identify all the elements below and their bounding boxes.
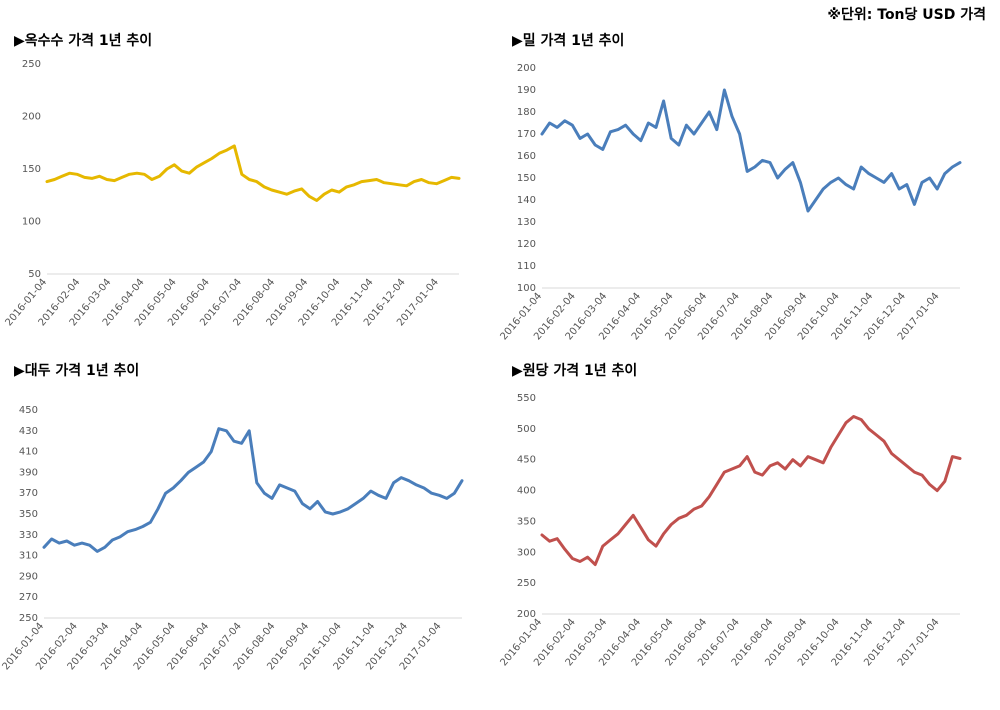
y-tick-label: 160	[517, 151, 536, 162]
y-tick-label: 250	[517, 578, 536, 589]
y-tick-label: 200	[22, 112, 41, 123]
y-tick-label: 450	[19, 405, 38, 416]
chart-title: ▶옥수수 가격 1년 추이	[14, 33, 153, 49]
series-line	[540, 88, 962, 213]
y-tick-label: 100	[22, 217, 41, 228]
y-tick-label: 430	[19, 426, 38, 437]
y-tick-label: 270	[19, 592, 38, 603]
chart-title: ▶원당 가격 1년 추이	[512, 363, 638, 379]
chart-title: ▶대두 가격 1년 추이	[14, 363, 140, 379]
sugar-chart: ▶원당 가격 1년 추이 200 250 300 350 400 450 500 550 201…	[499, 360, 982, 680]
y-tick-label: 410	[19, 447, 38, 458]
y-tick-label: 250	[22, 59, 41, 70]
y-tick-label: 190	[517, 85, 536, 96]
y-tick-label: 140	[517, 195, 536, 206]
y-tick-label: 390	[19, 467, 38, 478]
y-tick-label: 290	[19, 571, 38, 582]
corn-plot: 501001502002502016-01-042016-02-042016-0…	[4, 59, 461, 328]
y-tick-label: 400	[517, 486, 536, 497]
sugar-plot: 2002503003504004505005502016-01-042016-0…	[499, 393, 962, 668]
series-line	[540, 415, 962, 567]
y-tick-label: 450	[517, 455, 536, 466]
unit-note: ※단위: Ton당 USD 가격	[827, 7, 986, 23]
y-tick-label: 350	[517, 516, 536, 527]
y-tick-label: 500	[517, 424, 536, 435]
y-tick-label: 330	[19, 530, 38, 541]
y-tick-label: 250	[19, 613, 38, 624]
y-tick-label: 550	[517, 393, 536, 404]
corn-chart: ▶옥수수 가격 1년 추이 50 100 150 200 250 2016-01-04 20…	[4, 30, 484, 350]
y-tick-label: 150	[517, 173, 536, 184]
y-tick-label: 200	[517, 63, 536, 74]
y-tick-label: 130	[517, 217, 536, 228]
y-tick-label: 180	[517, 107, 536, 118]
y-tick-label: 200	[517, 609, 536, 620]
series-line	[45, 144, 461, 202]
soybean-plot: 2502702903103303503703904104304502016-01…	[1, 405, 464, 672]
series-line	[42, 427, 464, 553]
y-tick-label: 170	[517, 129, 536, 140]
y-tick-label: 50	[28, 269, 41, 280]
soybean-chart: ▶대두 가격 1년 추이 250 270 290 310 330 350 370 390 410…	[1, 360, 484, 680]
y-tick-label: 150	[22, 164, 41, 175]
y-tick-label: 370	[19, 488, 38, 499]
y-tick-label: 300	[517, 547, 536, 558]
y-tick-label: 350	[19, 509, 38, 520]
y-tick-label: 310	[19, 551, 38, 562]
wheat-plot: 1001101201301401501601701801902002016-01…	[499, 63, 962, 342]
y-tick-label: 110	[517, 261, 536, 272]
y-tick-label: 100	[517, 283, 536, 294]
wheat-chart: ▶밀 가격 1년 추이 100 110 120 130 140 150 160 170 180 1…	[499, 30, 982, 350]
chart-title: ▶밀 가격 1년 추이	[512, 33, 625, 49]
y-tick-label: 120	[517, 239, 536, 250]
